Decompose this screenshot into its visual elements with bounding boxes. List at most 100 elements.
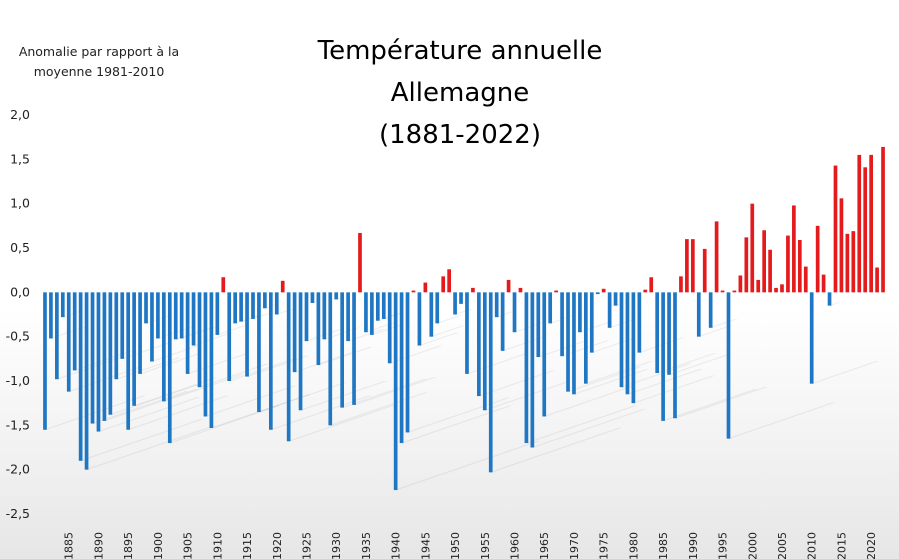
bar-2012 [821,274,826,293]
bar-2022 [881,146,885,293]
bar-1964 [536,292,541,358]
bar-1958 [500,292,505,351]
bar-1949 [447,269,451,293]
bar-1936 [370,292,374,335]
bar-shadow [215,324,250,335]
bar-1896 [132,292,136,406]
bar-2006 [786,235,790,293]
bar-shadow [696,325,733,337]
bar-1915 [245,292,249,377]
bar-shadow [488,427,623,473]
bar-1897 [138,292,142,374]
bar-1965 [542,292,547,417]
bar-shadow [251,312,275,319]
bar-1954 [477,292,481,397]
bar-shadow [512,322,546,333]
bar-shadow [667,354,731,375]
bar-shadow [197,363,270,388]
bar-1940 [393,292,398,491]
y-tick-label: -0,5 [6,329,30,344]
bar-1942 [405,292,410,433]
x-tick-label: 1900 [152,532,165,559]
x-tick-label: 1925 [301,532,314,559]
bar-1902 [167,292,172,444]
bar-1993 [708,292,713,328]
bar-1909 [209,292,214,428]
bar-shadow [809,361,880,384]
bar-shadow [364,322,397,333]
y-tick-label: 0,5 [10,240,30,255]
bar-2010 [809,292,814,384]
y-axis-ticks: 2,0 1,5 1,0 0,5 0,0 -0,5 -1,0 -1,5 -2,0 -2,5 [6,107,30,521]
bar-1966 [548,292,553,324]
bar-shadow [637,337,685,353]
bar-1980 [631,292,636,404]
bar-1987 [673,292,677,419]
x-tick-label: 1980 [627,532,640,559]
bar-shadow [286,404,399,442]
x-tick-label: 2005 [776,532,789,559]
bar-shadow [167,405,281,444]
x-tick-label: 2000 [746,532,759,559]
y-tick-label: -1,0 [6,373,30,388]
bar-1995 [720,290,725,293]
bar-shadow [429,325,466,337]
bar-shadow [393,441,541,491]
bar-1892 [108,292,113,415]
bar-shadow [340,379,428,408]
y-axis-label: Anomalie par rapport à la moyenne 1981-2… [4,42,194,82]
x-tick-label: 1990 [687,532,700,559]
bar-1981 [637,292,642,353]
bar-1982 [643,289,648,293]
x-tick-label: 1995 [717,532,730,559]
bar-1920 [274,292,279,315]
bar-shadow [126,395,230,430]
bar-1971 [578,292,582,333]
y-tick-label: -2,5 [6,506,30,521]
bar-2013 [827,292,832,306]
bar-1961 [518,287,523,293]
bar-1962 [524,292,529,444]
bar-1906 [191,292,196,346]
bar-shadow [132,377,218,406]
x-tick-label: 1965 [538,532,551,559]
bar-1937 [375,292,380,321]
bar-1999 [744,237,749,293]
bar-1989 [685,239,689,293]
bar-1947 [435,292,440,324]
bar-1972 [584,292,588,384]
bar-shadow [268,395,372,430]
x-tick-label: 1950 [449,532,462,559]
chart-title: Température annuelle Allemagne (1881-202… [280,30,640,156]
bar-1952 [465,292,469,374]
bar-1929 [328,292,333,426]
bar-shadow [584,361,654,384]
bar-shadows [43,293,880,491]
bar-2020 [869,154,873,293]
bar-shadow [589,337,638,353]
bar-1998 [738,275,743,293]
bar-1883 [55,292,59,380]
bar-1938 [381,292,386,319]
bar-1910 [215,292,220,335]
bar-1975 [601,288,606,293]
bar-1951 [459,292,463,304]
x-tick-label: 2010 [806,532,819,559]
bar-1953 [471,287,475,293]
bar-shadow [566,367,642,392]
bar-2003 [768,249,772,293]
bar-1917 [257,292,261,413]
bar-2018 [857,154,862,293]
x-tick-label: 2020 [865,532,878,559]
bar-1901 [162,292,166,402]
bar-shadow [708,319,739,328]
y-tick-label: 1,0 [10,196,30,211]
bar-1983 [649,277,654,293]
bar-1979 [625,292,630,395]
x-tick-label: 1960 [509,532,522,559]
bar-1903 [173,292,178,340]
bar-2017 [851,231,856,293]
x-tick-label: 1930 [330,532,343,559]
